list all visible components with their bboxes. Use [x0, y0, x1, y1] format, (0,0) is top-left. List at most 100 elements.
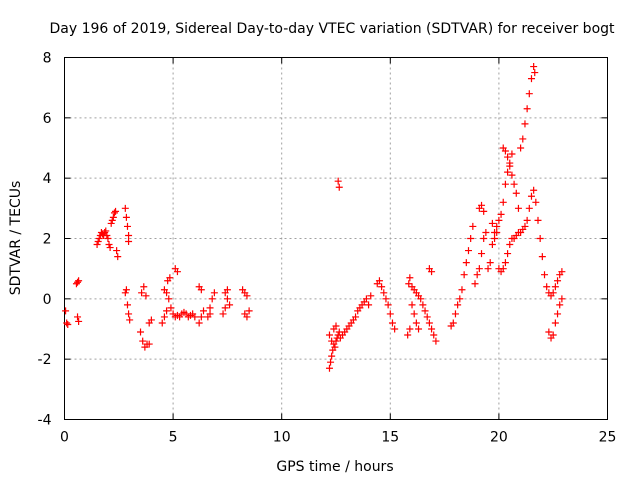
data-point	[140, 283, 148, 291]
data-point	[554, 310, 562, 318]
y-tick-label: 0	[43, 292, 52, 308]
data-point	[488, 241, 496, 249]
data-point	[122, 286, 130, 294]
data-point	[112, 207, 120, 215]
data-point	[138, 289, 146, 297]
data-point	[512, 189, 520, 197]
data-point	[93, 241, 101, 249]
y-tick-label: -4	[38, 413, 52, 429]
data-point	[75, 277, 83, 285]
data-point	[331, 343, 339, 351]
x-tick-label: 25	[599, 430, 617, 446]
data-point	[108, 216, 116, 224]
data-point	[499, 198, 507, 206]
data-point	[508, 150, 516, 158]
data-point	[510, 180, 518, 188]
data-point	[523, 216, 531, 224]
data-point	[545, 328, 553, 336]
data-point	[335, 183, 343, 191]
data-point	[499, 265, 507, 273]
y-tick-label: 6	[43, 111, 52, 127]
data-point	[406, 274, 414, 282]
data-point	[219, 310, 227, 318]
data-point	[160, 313, 168, 321]
data-point	[197, 286, 205, 294]
data-point	[506, 241, 514, 249]
data-point	[125, 310, 133, 318]
data-point	[173, 268, 181, 276]
data-point	[449, 319, 457, 327]
data-point	[558, 268, 566, 276]
data-point	[163, 307, 171, 315]
data-point	[406, 325, 414, 333]
data-point	[165, 295, 173, 303]
data-point	[352, 313, 360, 321]
data-point	[519, 135, 527, 143]
data-point	[530, 186, 538, 194]
y-tick-label: -2	[38, 352, 52, 368]
data-point	[384, 301, 392, 309]
data-point	[223, 295, 231, 303]
data-point	[558, 295, 566, 303]
x-tick-label: 10	[273, 430, 291, 446]
data-point	[458, 286, 466, 294]
data-point	[408, 301, 416, 309]
data-points	[62, 63, 566, 372]
data-point	[473, 271, 481, 279]
data-point	[328, 337, 336, 345]
data-point	[328, 352, 336, 360]
data-point	[423, 313, 431, 321]
data-point	[221, 304, 229, 312]
data-point	[527, 75, 535, 83]
data-point	[404, 331, 412, 339]
data-point	[497, 210, 505, 218]
x-tick-label: 5	[169, 430, 178, 446]
data-point	[388, 319, 396, 327]
data-point	[121, 204, 129, 212]
data-point	[469, 222, 477, 230]
data-point	[554, 277, 562, 285]
data-point	[221, 289, 229, 297]
data-point	[456, 295, 464, 303]
data-point	[425, 319, 433, 327]
data-point	[378, 283, 386, 291]
data-point	[367, 292, 375, 300]
data-point	[556, 301, 564, 309]
x-axis-title: GPS time / hours	[276, 459, 393, 475]
data-point	[417, 295, 425, 303]
data-point	[421, 307, 429, 315]
data-point	[527, 192, 535, 200]
data-point	[113, 247, 121, 255]
data-point	[428, 268, 436, 276]
data-point	[121, 289, 129, 297]
data-point	[362, 295, 370, 303]
data-point	[482, 228, 490, 236]
data-point	[145, 340, 153, 348]
data-point	[486, 259, 494, 267]
data-point	[206, 304, 214, 312]
data-point	[75, 317, 83, 325]
data-point	[551, 283, 559, 291]
data-point	[110, 209, 118, 217]
data-point	[142, 292, 150, 300]
data-point	[454, 301, 462, 309]
data-point	[95, 235, 103, 242]
data-point	[126, 316, 134, 324]
data-point	[167, 304, 175, 312]
data-point	[491, 228, 499, 236]
data-point	[206, 310, 214, 318]
data-point	[517, 144, 525, 152]
data-point	[525, 90, 533, 98]
data-point	[508, 171, 516, 179]
data-point	[495, 216, 503, 224]
data-point	[549, 289, 557, 297]
data-point	[391, 325, 399, 333]
data-point	[123, 222, 131, 230]
data-point	[467, 235, 475, 242]
data-point	[375, 277, 383, 285]
data-point	[125, 231, 133, 239]
data-point	[430, 331, 438, 339]
data-point	[106, 244, 114, 252]
data-point	[419, 301, 427, 309]
data-point	[109, 213, 117, 221]
